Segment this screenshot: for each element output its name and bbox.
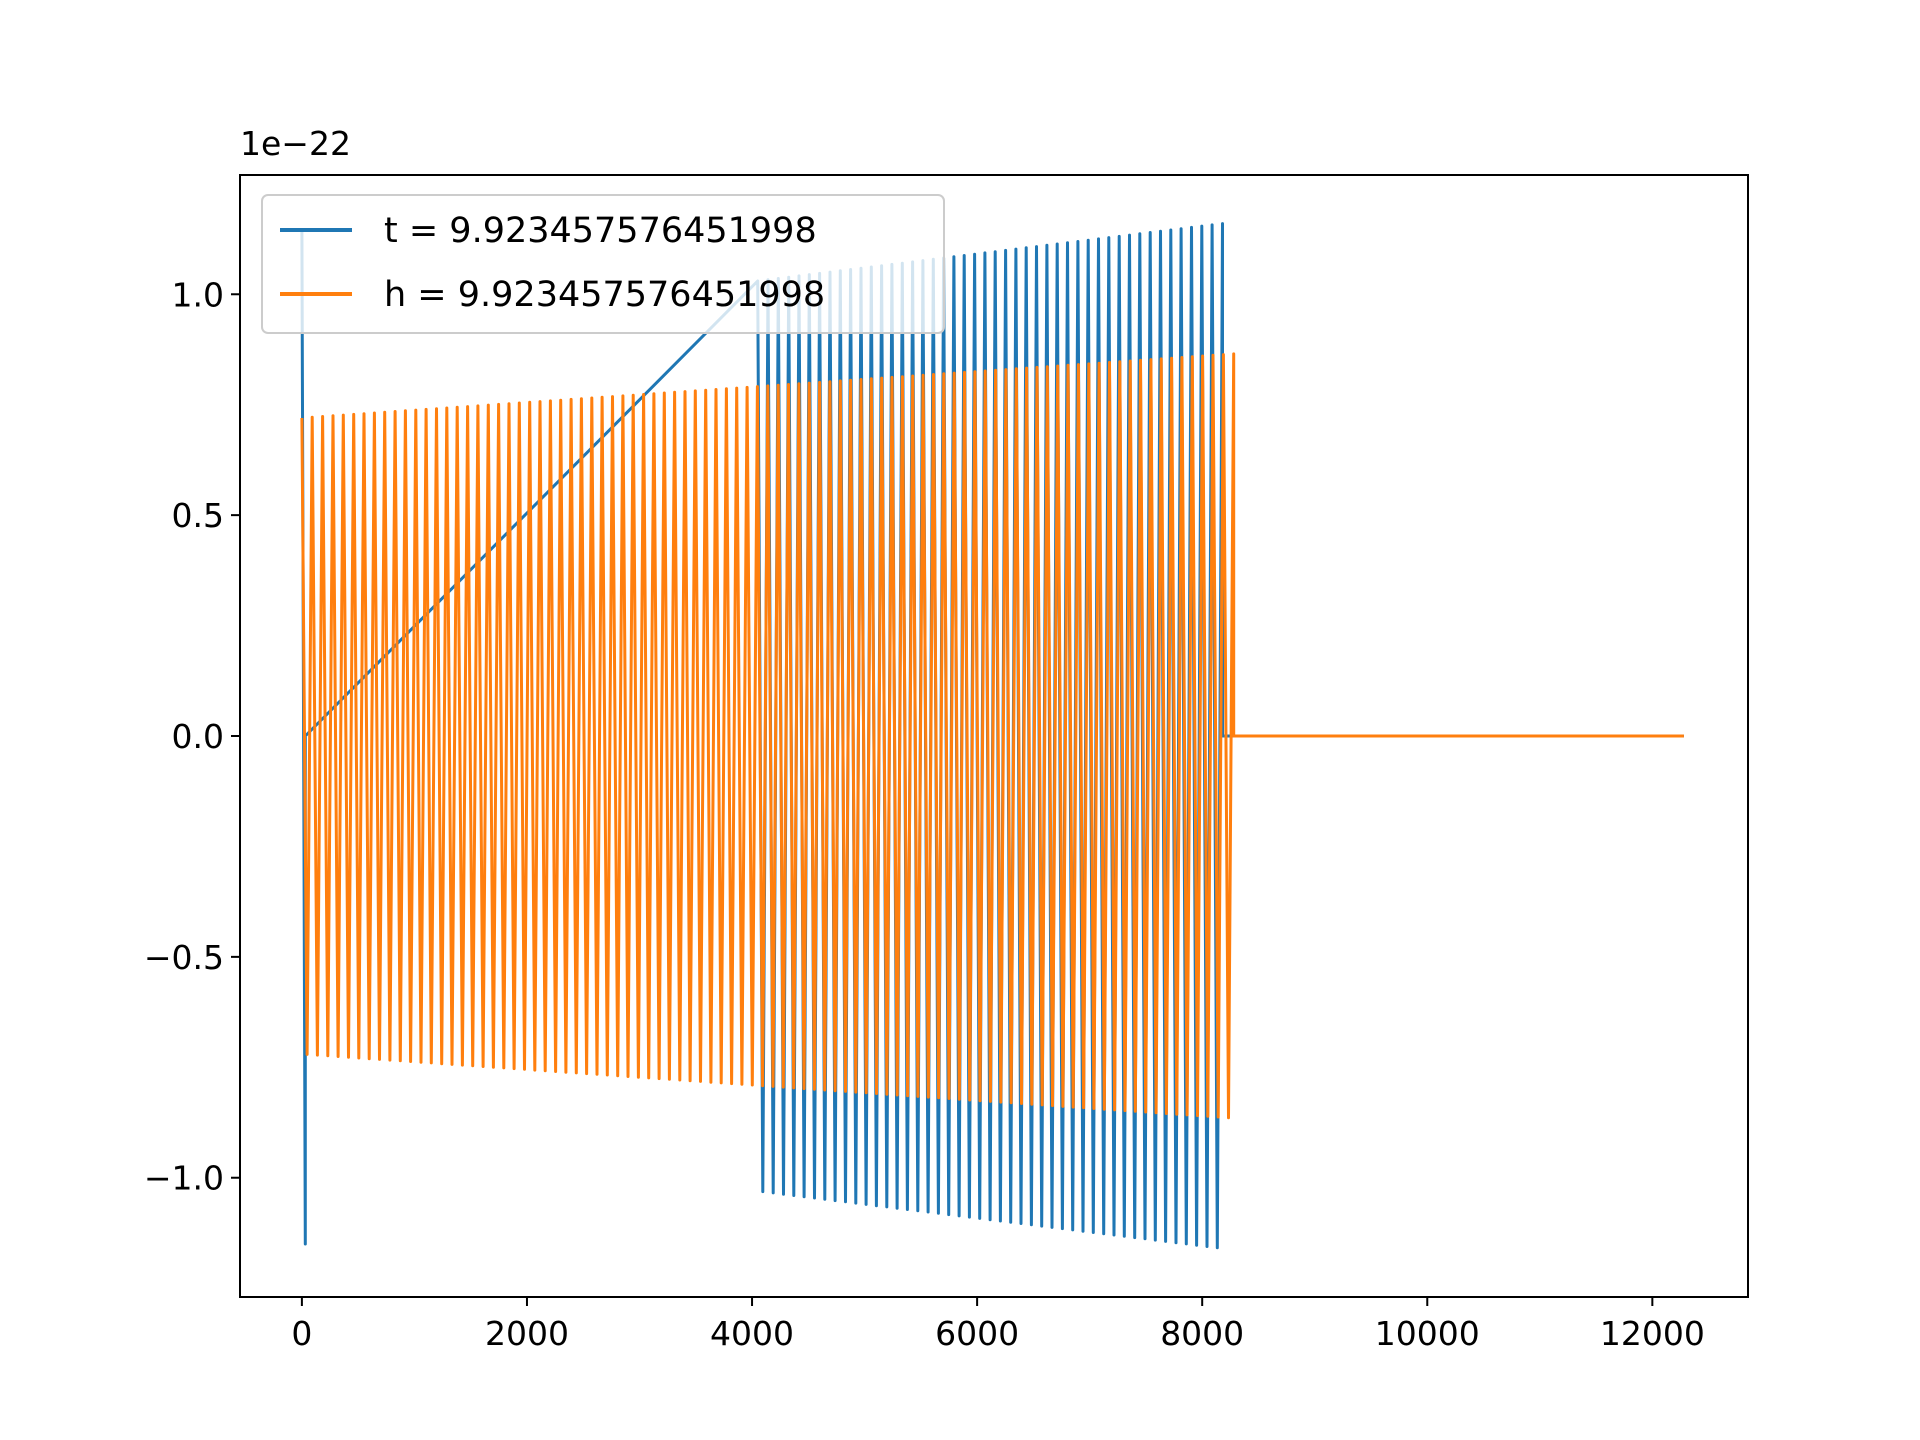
series-h xyxy=(300,352,1684,1120)
series-line-h xyxy=(300,352,1684,1120)
y-offset-label: 1e−22 xyxy=(240,124,351,163)
y-tick-label: 1.0 xyxy=(172,275,224,314)
x-tick-label: 6000 xyxy=(935,1314,1019,1353)
legend-box xyxy=(261,194,945,334)
x-tick-label: 2000 xyxy=(485,1314,569,1353)
y-tick-label: 0.5 xyxy=(172,496,224,535)
series-layer xyxy=(300,222,1684,1250)
x-tick-label: 4000 xyxy=(710,1314,794,1353)
x-tick-label: 12000 xyxy=(1600,1314,1705,1353)
x-tick-label: 0 xyxy=(291,1314,312,1353)
x-tick-label: 10000 xyxy=(1375,1314,1480,1353)
y-axis: −1.0 −0.5 0.0 0.5 1.0 xyxy=(144,275,240,1198)
y-tick-label: −0.5 xyxy=(144,938,224,977)
y-tick-label: −1.0 xyxy=(144,1159,224,1198)
legend-label: h = 9.923457576451998 xyxy=(384,275,825,315)
x-axis: 0 2000 4000 6000 8000 10000 12000 xyxy=(291,1297,1705,1353)
y-tick-label: 0.0 xyxy=(172,717,224,756)
plot-area xyxy=(300,222,1684,1250)
legend-label: t = 9.923457576451998 xyxy=(384,211,817,251)
legend: t = 9.923457576451998 h = 9.9234575764519… xyxy=(261,194,945,334)
x-tick-label: 8000 xyxy=(1160,1314,1244,1353)
